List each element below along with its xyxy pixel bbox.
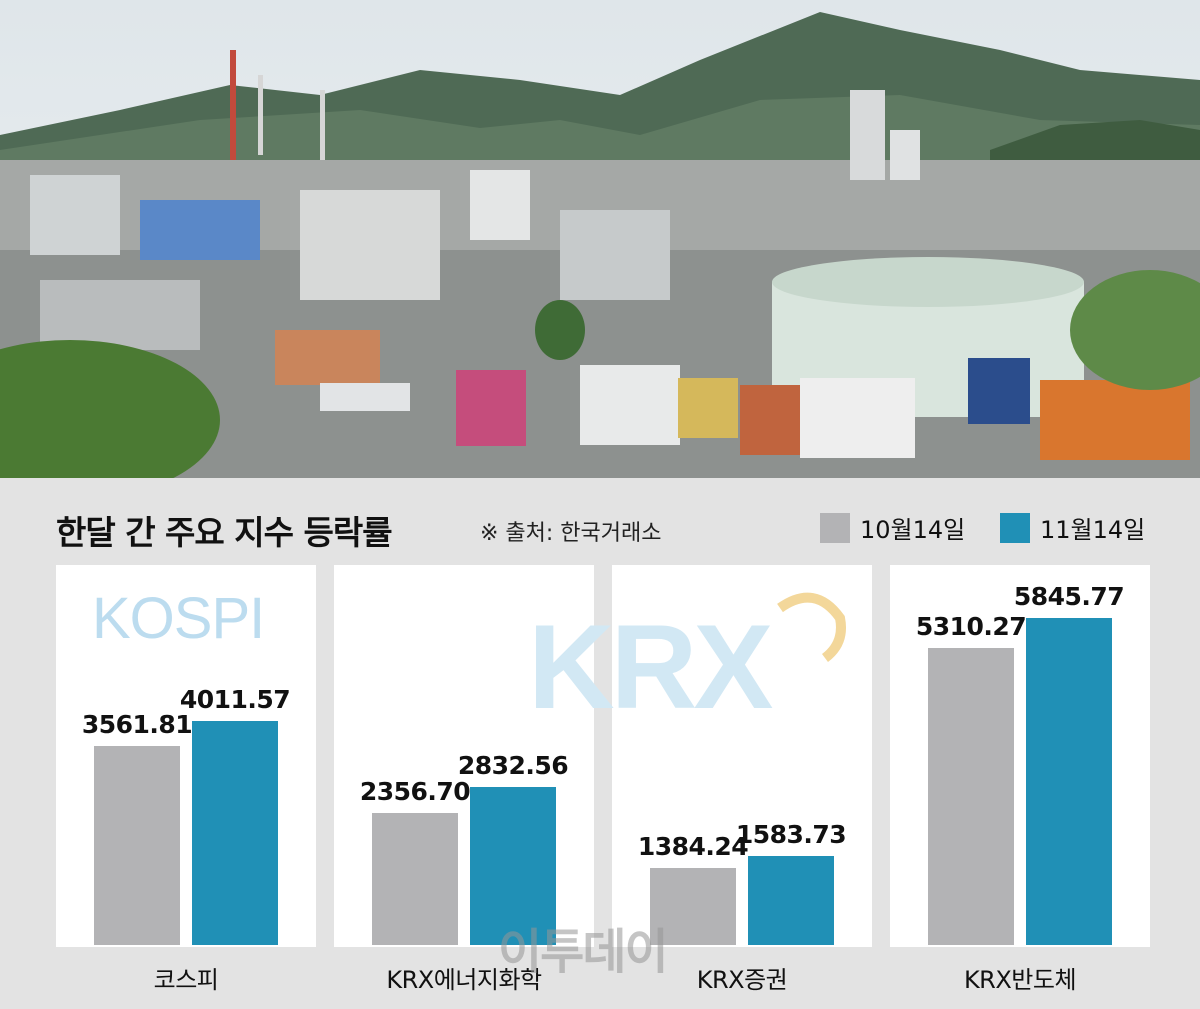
bar-value-label-kospi-nov: 4011.57 <box>179 685 291 714</box>
bar-krx-semiconductor-nov <box>1026 618 1112 945</box>
bar-kospi-nov <box>192 721 278 945</box>
bar-krx-energy-oct <box>372 813 458 945</box>
category-label-krx-securities: KRX증권 <box>696 966 788 994</box>
legend-swatch-nov <box>1000 512 1030 543</box>
bar-krx-securities-nov <box>748 856 834 945</box>
bar-value-label-krx-semiconductor-nov: 5845.77 <box>1013 582 1125 611</box>
kospi-logo-watermark: KOSPI <box>92 586 265 651</box>
bar-krx-semiconductor-oct <box>928 648 1014 945</box>
legend-item-oct: 10월14일 <box>820 510 965 545</box>
legend-swatch-oct <box>820 512 850 543</box>
brand-watermark: 이투데이 <box>498 924 669 980</box>
category-label-kospi: 코스피 <box>153 966 219 994</box>
krx-logo-swoosh <box>777 592 846 662</box>
bar-value-label-krx-energy-nov: 2832.56 <box>457 751 569 780</box>
bar-value-label-krx-securities-nov: 1583.73 <box>735 820 847 849</box>
source-note: ※ 출처: 한국거래소 <box>480 521 662 546</box>
industrial-landscape-illustration <box>0 0 1200 478</box>
legend-item-nov: 11월14일 <box>1000 510 1145 545</box>
legend-label-nov: 11월14일 <box>1040 516 1146 544</box>
bar-value-label-kospi-oct: 3561.81 <box>81 710 193 739</box>
legend-label-oct: 10월14일 <box>860 516 966 544</box>
bar-value-label-krx-energy-oct: 2356.70 <box>359 777 471 806</box>
category-label-krx-energy: KRX에너지화학 <box>386 966 542 994</box>
bar-value-label-krx-semiconductor-oct: 5310.27 <box>915 612 1027 641</box>
bar-krx-energy-nov <box>470 787 556 945</box>
bar-krx-securities-oct <box>650 868 736 945</box>
category-label-krx-semiconductor: KRX반도체 <box>963 966 1077 994</box>
krx-logo-watermark: KRX <box>528 600 773 734</box>
bar-value-label-krx-securities-oct: 1384.24 <box>637 832 749 861</box>
chart-title: 한달 간 주요 지수 등락률 <box>56 513 393 552</box>
header-photo <box>0 0 1200 478</box>
bar-kospi-oct <box>94 746 180 945</box>
